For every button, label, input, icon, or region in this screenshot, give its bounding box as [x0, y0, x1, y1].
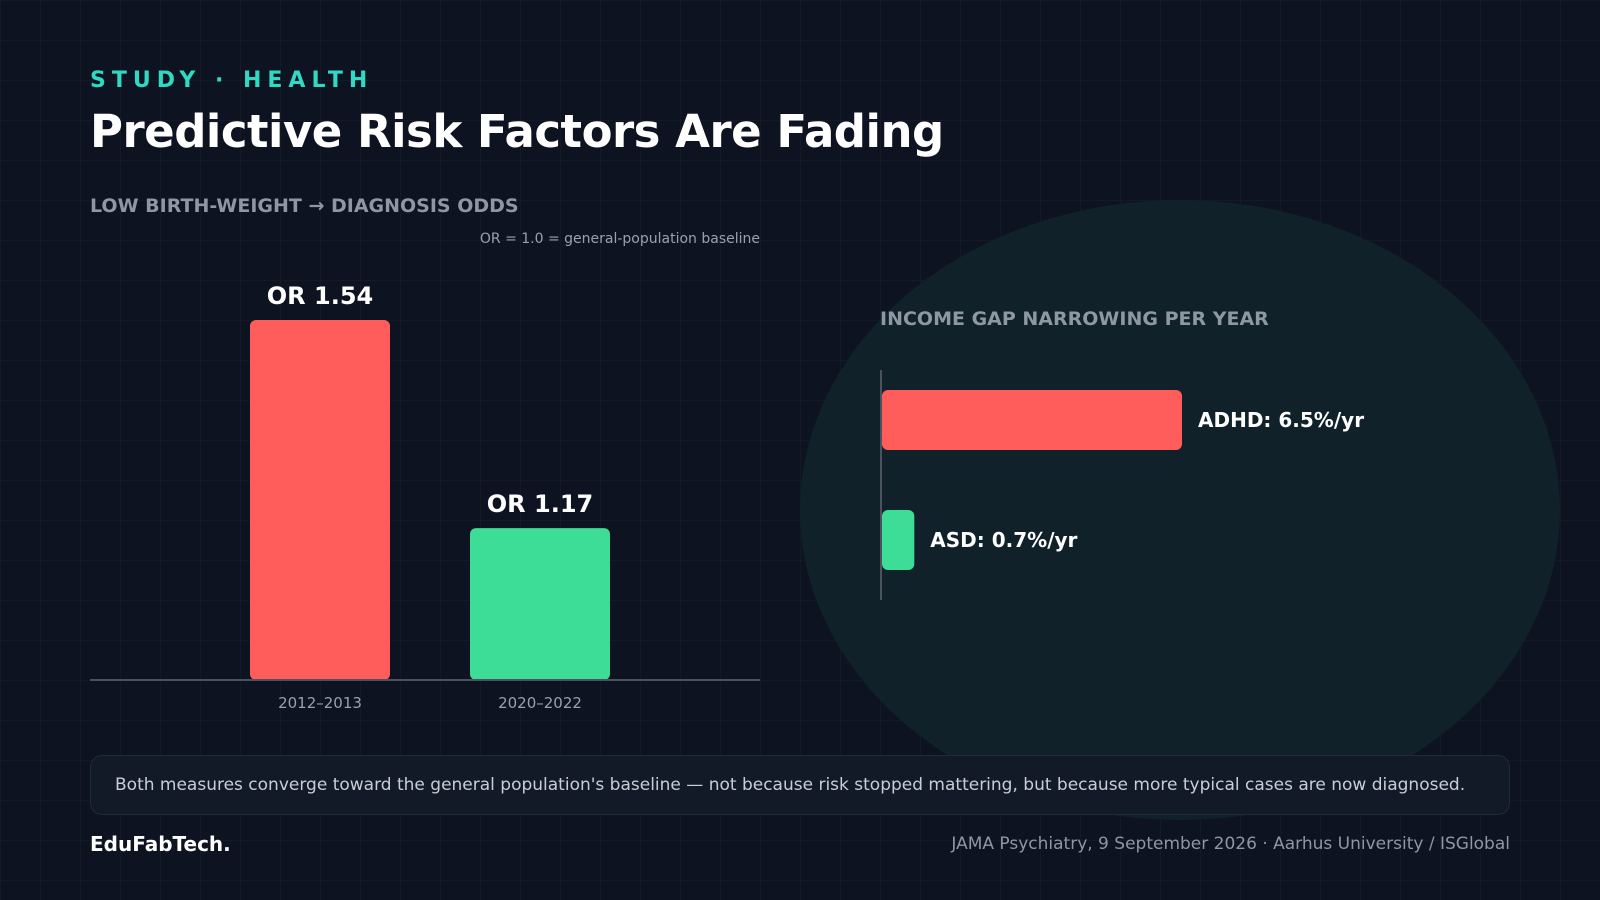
- summary-callout: Both measures converge toward the genera…: [90, 755, 1510, 815]
- brand-logo: EduFabTech.: [90, 832, 231, 856]
- hbar-1: [882, 390, 1182, 450]
- callout-text: Both measures converge toward the genera…: [115, 775, 1466, 795]
- income-gap-bar-chart: ADHD: 6.5%/yr ASD: 0.7%/yr: [880, 370, 1364, 600]
- bar-1: [250, 320, 390, 680]
- x-tick-label-2: 2020–2022: [498, 694, 582, 710]
- bar-2: [470, 528, 610, 680]
- source-citation: JAMA Psychiatry, 9 September 2026 · Aarh…: [951, 834, 1510, 854]
- data-label-1: OR 1.54: [267, 282, 373, 310]
- hbar-label-1: ADHD: 6.5%/yr: [1198, 408, 1364, 432]
- bar-chart-title: LOW BIRTH-WEIGHT → DIAGNOSIS ODDS: [90, 195, 519, 217]
- odds-ratio-bar-chart: OR 1.54 2012–2013 OR 1.17 2020–2022: [90, 282, 760, 710]
- x-tick-label-1: 2012–2013: [278, 694, 362, 710]
- hbar-2: [882, 510, 915, 570]
- baseline-note: OR = 1.0 = general-population baseline: [479, 231, 760, 247]
- data-label-2: OR 1.17: [487, 490, 593, 518]
- page-title: Predictive Risk Factors Are Fading: [90, 105, 944, 158]
- eyebrow-label: STUDY · HEALTH: [90, 68, 374, 93]
- background-bubble: [800, 200, 1560, 820]
- hbar-label-2: ASD: 0.7%/yr: [930, 528, 1077, 552]
- hbar-chart-title: INCOME GAP NARROWING PER YEAR: [880, 308, 1269, 330]
